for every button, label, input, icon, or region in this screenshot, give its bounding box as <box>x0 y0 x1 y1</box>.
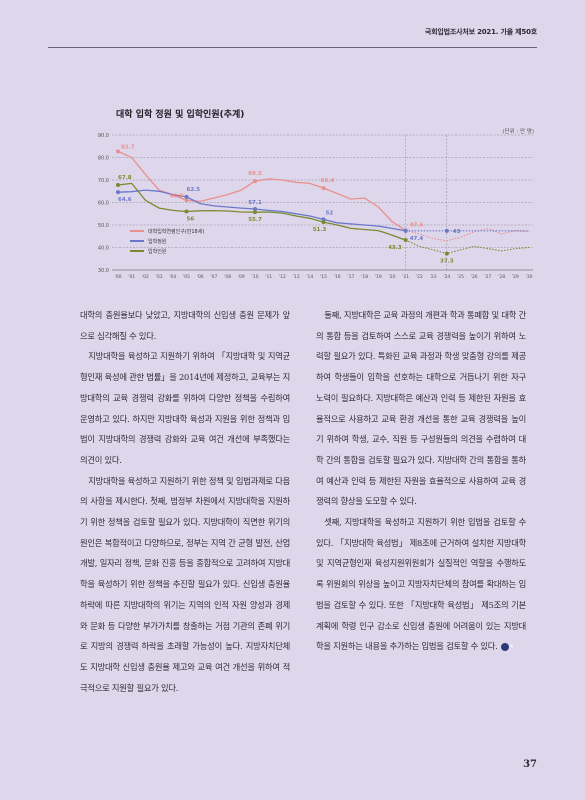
data-label: 69.5 <box>248 171 262 177</box>
x-tick-label: '27 <box>484 274 491 280</box>
chart-unit: (단위 : 만 명) <box>502 129 534 135</box>
series-line <box>117 182 406 241</box>
body-column-right: 둘째, 지방대학은 교육 과정의 개편과 학과 통폐합 및 대학 간의 통합 등… <box>316 305 526 657</box>
running-head-text: 국회입법조사처보 2021. 가을 제50호 <box>424 28 537 36</box>
x-tick-label: '14 <box>306 274 313 280</box>
x-tick-label: '12 <box>279 274 286 280</box>
x-tick-label: '16 <box>334 274 341 280</box>
y-tick-label: 30.0 <box>98 268 109 274</box>
data-label: 55.7 <box>248 217 262 223</box>
x-tick-label: '23 <box>430 274 437 280</box>
x-tick-label: '19 <box>375 274 382 280</box>
paragraph: 대학의 충원율보다 낮았고, 지방대학의 신입생 충원 문제가 앞으로 심각해질… <box>80 310 290 341</box>
data-point <box>184 198 189 203</box>
y-tick-label: 90.0 <box>98 133 109 139</box>
paragraph-last: 셋째, 지방대학을 육성하고 지원하기 위한 입법을 검토할 수 있다. 「지방… <box>316 512 526 657</box>
data-point <box>444 228 449 233</box>
data-label: 43 <box>453 229 461 235</box>
series-line <box>117 150 407 231</box>
data-label: 62.5 <box>187 187 201 193</box>
x-tick-label: '07 <box>210 274 217 280</box>
data-label: 47.4 <box>410 236 424 242</box>
series-line-forecast <box>405 227 530 242</box>
x-tick-label: '00 <box>115 274 122 280</box>
x-tick-label: '10 <box>252 274 259 280</box>
y-tick-label: 80.0 <box>98 156 109 162</box>
chart-title: 대학 입학 정원 및 입학인원(추계) <box>116 110 245 120</box>
page-number: 37 <box>523 759 537 770</box>
data-label: 57.1 <box>248 200 262 206</box>
data-label: 47.6 <box>410 222 424 228</box>
x-tick-label: '13 <box>293 274 300 280</box>
x-tick-label: '25 <box>457 274 464 280</box>
x-tick-label: '17 <box>347 274 354 280</box>
paragraph-text: 셋째, 지방대학을 육성하고 지원하기 위한 입법을 검토할 수 있다. 「지방… <box>316 517 526 652</box>
x-tick-label: '24 <box>443 274 450 280</box>
data-point <box>116 190 120 195</box>
data-label: 56 <box>187 217 195 223</box>
x-tick-label: '09 <box>238 274 245 280</box>
header-rule <box>48 47 537 48</box>
paragraph: 지방대학을 육성하고 지원하기 위한 정책 및 입법과제로 다음의 사항을 제시… <box>80 475 290 693</box>
data-point <box>403 228 408 233</box>
x-tick-label: '21 <box>402 274 409 280</box>
data-point <box>403 238 408 243</box>
legend-label: 대학입학연령인구(만18세) <box>148 228 204 235</box>
x-tick-label: '26 <box>471 274 478 280</box>
data-point <box>116 182 120 187</box>
x-tick-label: '20 <box>389 274 396 280</box>
body-column-left: 대학의 충원율보다 낮았고, 지방대학의 신입생 충원 문제가 앞으로 심각해질… <box>80 305 290 698</box>
data-label: 52 <box>326 210 334 216</box>
x-tick-label: '11 <box>265 274 272 280</box>
paragraph: 지방대학을 육성하고 지원하기 위하여 「지방대학 및 지역균형인재 육성에 관… <box>80 351 290 465</box>
end-mark-icon: ✕ <box>500 642 514 651</box>
data-label: 51.3 <box>313 227 327 233</box>
data-point <box>253 179 257 184</box>
x-tick-label: '30 <box>526 274 533 280</box>
data-label: 67.8 <box>118 175 132 181</box>
x-tick-label: '01 <box>128 274 135 280</box>
y-tick-label: 60.0 <box>98 201 109 207</box>
series-line <box>117 189 406 232</box>
x-tick-label: '04 <box>169 274 176 280</box>
data-point <box>321 220 326 225</box>
line-chart: 30.0 40.0 50.0 60.0 70.0 80.0 90.0 '00 '01 '02 '03… <box>92 113 541 281</box>
x-tick-label: '03 <box>156 274 163 280</box>
data-point <box>253 207 257 212</box>
data-point <box>444 251 449 256</box>
x-tick-label: '15 <box>320 274 327 280</box>
data-point <box>321 186 326 191</box>
x-tick-label: '29 <box>512 274 519 280</box>
data-point <box>116 149 120 154</box>
data-point <box>184 209 189 214</box>
x-tick-label: '22 <box>416 274 423 280</box>
data-label: 37.3 <box>440 259 454 265</box>
x-tick-label: '06 <box>197 274 204 280</box>
x-tick-label: '28 <box>498 274 505 280</box>
legend-label: 입학정원 <box>148 238 167 245</box>
series-line-forecast <box>405 239 530 255</box>
data-label: 43.3 <box>388 245 402 251</box>
data-label: 66.4 <box>321 178 335 184</box>
x-tick-label: '08 <box>224 274 231 280</box>
data-point <box>184 194 189 199</box>
x-tick-label: '18 <box>361 274 368 280</box>
running-header: 국회입법조사처보 2021. 가을 제50호 <box>0 0 585 50</box>
data-point <box>253 210 257 215</box>
y-tick-label: 70.0 <box>98 178 109 184</box>
data-label: 82.7 <box>121 144 135 150</box>
paragraph: 둘째, 지방대학은 교육 과정의 개편과 학과 통폐합 및 대학 간의 통합 등… <box>316 310 526 507</box>
data-label: 64.6 <box>118 197 132 203</box>
x-tick-label: '05 <box>183 274 190 280</box>
chart-svg: 30.0 40.0 50.0 60.0 70.0 80.0 90.0 '00 '01 '02 '03… <box>98 133 533 280</box>
x-tick-label: '02 <box>142 274 149 280</box>
y-tick-label: 40.0 <box>98 246 109 252</box>
data-label: 60.9 <box>170 193 184 199</box>
legend-label: 입학인원 <box>148 248 167 255</box>
y-tick-label: 50.0 <box>98 223 109 229</box>
